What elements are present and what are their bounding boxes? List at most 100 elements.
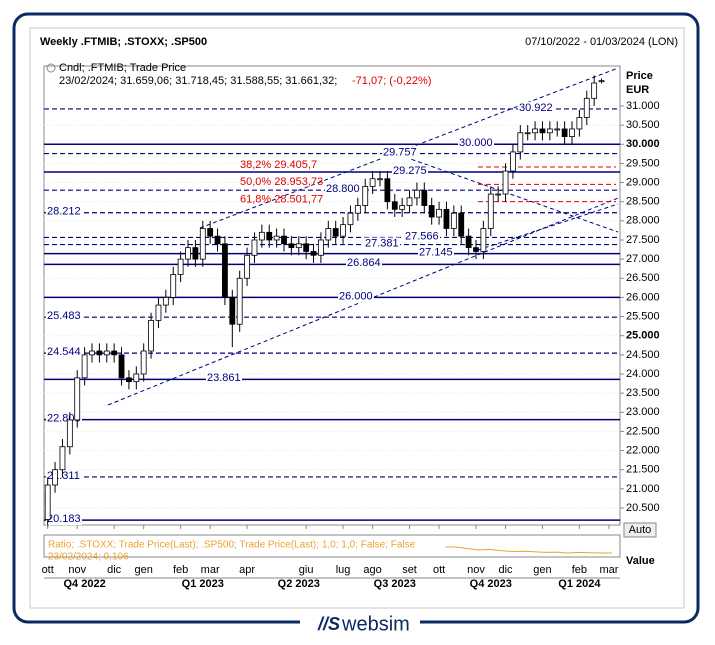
candle-body (465, 235, 472, 249)
candle-body (510, 151, 516, 172)
candle-body (229, 297, 236, 325)
x-tick-label: apr (239, 564, 255, 576)
candle-body (103, 350, 110, 356)
candle-body (273, 235, 280, 241)
legend: Cndl; .FTMIB; Trade Price (59, 62, 186, 74)
level-label: 20.183 (47, 513, 81, 525)
y-tick-label: 21.000 (626, 483, 660, 495)
level-label-bg (46, 513, 82, 526)
candle-body (591, 82, 598, 99)
x-tick-label: nov (467, 564, 485, 576)
y-tick-label: 26.000 (626, 291, 660, 303)
level-label-bg (364, 237, 400, 250)
candle-body (52, 469, 58, 486)
y-tick-label: 27.500 (626, 234, 660, 246)
candle-body (362, 185, 369, 206)
candle-body (236, 277, 243, 325)
candle-body (539, 128, 546, 134)
candle-body (177, 258, 184, 275)
level-label-bg (46, 346, 82, 359)
candle-body (111, 350, 118, 356)
candle-body (258, 231, 265, 241)
legend-icon (46, 63, 56, 73)
level-label: 27.381 (365, 237, 399, 249)
candle-body (347, 212, 354, 226)
candle-body (207, 228, 214, 237)
candle-body (436, 208, 442, 218)
level-label: 28.212 (47, 206, 81, 218)
level-label: 29.275 (393, 165, 427, 177)
level-label: 24.544 (47, 346, 81, 358)
x-tick-label: gen (533, 564, 551, 576)
y-tick-label: 29.500 (626, 157, 660, 169)
x-tick-label: dic (107, 564, 122, 576)
y-tick-label: 25.000 (626, 330, 660, 342)
auto-button[interactable] (623, 522, 657, 538)
level-label: 28.800 (326, 183, 360, 195)
ratio-label: Ratio; .STOXX; Trade Price(Last); .SP500… (48, 540, 416, 551)
trend-line (477, 203, 619, 251)
level-label: 26.864 (347, 257, 381, 269)
candle-body (561, 128, 568, 138)
level-label-bg (46, 205, 82, 218)
candle-body (414, 189, 420, 199)
candle-body (332, 228, 339, 237)
fib-label: 50,0% 28.953,73 (240, 176, 323, 188)
ratio-line (445, 546, 612, 554)
y-tick-label: 24.500 (626, 349, 660, 361)
candle-body (148, 319, 154, 352)
candle-body (369, 178, 376, 187)
candle-body (244, 254, 250, 279)
trend-line (199, 67, 619, 229)
last-change: -71,07; (-0,22%) (352, 75, 431, 87)
y-tick-label: 23.000 (626, 406, 660, 418)
x-tick-label: feb (173, 564, 188, 576)
y-tick-label: 22.000 (626, 444, 660, 456)
level-label-bg (46, 412, 82, 425)
level-label-bg (404, 230, 440, 243)
x-tick-label: mar (599, 564, 618, 576)
last-info: 23/02/2024; 31.659,06; 31.718,45; 31.588… (59, 75, 337, 87)
ratio-area (43, 534, 621, 558)
candle-body (162, 297, 169, 306)
y-tick-label: 22.500 (626, 425, 660, 437)
level-label-bg (206, 372, 242, 385)
level-label-bg (382, 146, 418, 159)
candle-body (118, 354, 125, 379)
y-tick-label: 29.000 (626, 176, 660, 188)
x-tick-label: feb (572, 564, 587, 576)
candle-body (340, 224, 346, 237)
candle-body (384, 178, 391, 203)
candle-body (81, 354, 88, 379)
level-label-bg (346, 257, 382, 270)
candle-body (576, 117, 583, 130)
candle-body (480, 228, 487, 252)
candle-body (406, 197, 413, 206)
x-tick-label: dic (499, 564, 514, 576)
candle-body (281, 235, 287, 245)
y-tick-label: 21.500 (626, 464, 660, 476)
x-tick-label: nov (68, 564, 86, 576)
level-label: 23.861 (207, 372, 241, 384)
candle-body (96, 350, 103, 356)
auto-button-label[interactable]: Auto (629, 524, 652, 536)
x-tick-label: ott (433, 564, 445, 576)
level-label-bg (458, 137, 494, 150)
plot-area (43, 65, 621, 526)
candle-body (266, 231, 273, 241)
level-label: 26.000 (339, 290, 373, 302)
y-axis-label: Price (626, 70, 653, 82)
candle-body (421, 189, 428, 206)
level-label-bg (338, 290, 374, 303)
quarter-label: Q4 2022 (64, 578, 106, 590)
candle-body (502, 170, 509, 195)
candle-body (325, 228, 332, 241)
candle-body (598, 80, 605, 83)
quarter-label: Q1 2024 (558, 578, 601, 590)
candle-body (450, 212, 457, 229)
y-tick-label: 28.000 (626, 215, 660, 227)
fib-label: 38,2% 29.405,7 (240, 159, 317, 171)
candle-body (377, 178, 383, 181)
level-label-bg (392, 165, 428, 178)
